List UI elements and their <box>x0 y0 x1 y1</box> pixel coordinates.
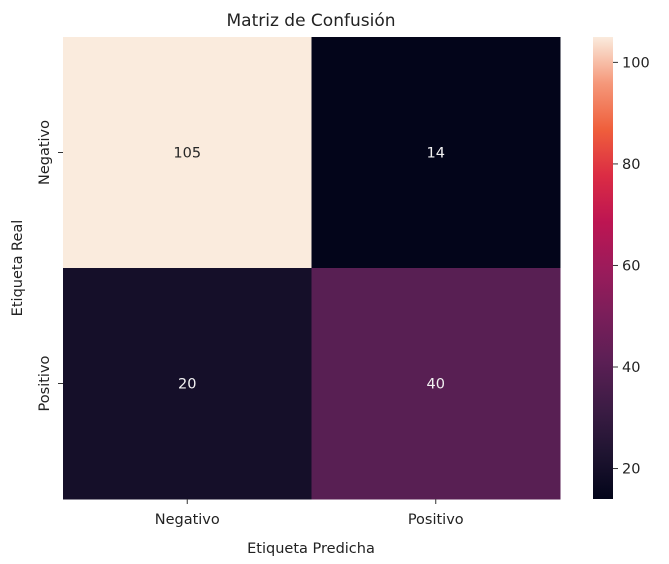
x-tick-label: Negativo <box>155 512 220 528</box>
cell-value-label: 14 <box>427 146 445 162</box>
heatmap-cell <box>311 37 561 269</box>
y-axis-label: Etiqueta Real <box>10 220 26 317</box>
cell-value-label: 105 <box>173 146 201 162</box>
heatmap-cell <box>63 268 312 500</box>
colorbar <box>593 37 613 499</box>
heatmap-cell <box>311 268 561 500</box>
y-tick-label: Negativo <box>37 120 53 185</box>
x-tick-label: Positivo <box>408 512 464 528</box>
cell-value-label: 40 <box>427 377 445 393</box>
colorbar-tick-label: 100 <box>622 55 650 71</box>
colorbar-tick-label: 60 <box>622 258 640 274</box>
colorbar-tick-label: 80 <box>622 157 640 173</box>
x-axis-label: Etiqueta Predicha <box>247 541 375 557</box>
cell-value-label: 20 <box>178 377 196 393</box>
colorbar-tick-label: 40 <box>622 360 640 376</box>
y-tick-label: Positivo <box>37 355 53 411</box>
heatmap-cell <box>63 37 312 269</box>
chart-title: Matriz de Confusión <box>226 11 395 31</box>
colorbar-tick-label: 20 <box>622 462 640 478</box>
